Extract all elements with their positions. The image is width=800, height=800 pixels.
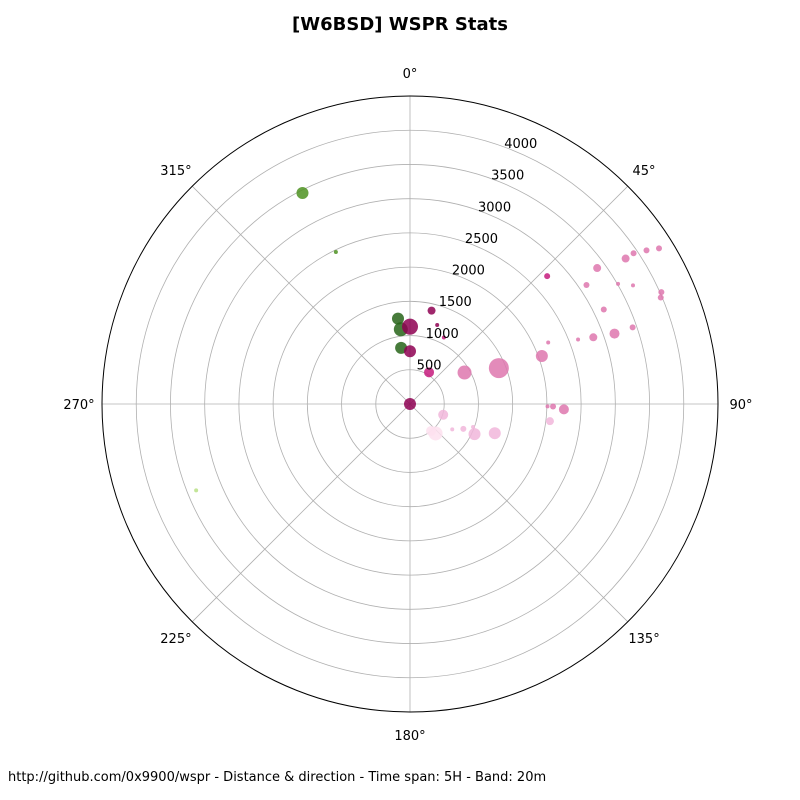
chart-title: [W6BSD] WSPR Stats: [292, 14, 508, 35]
data-point: [488, 427, 501, 440]
data-point: [460, 425, 467, 432]
radial-tick-label: 3500: [491, 169, 524, 184]
data-point: [426, 425, 437, 436]
radial-tick-label: 1000: [426, 327, 459, 342]
data-point: [435, 323, 440, 328]
data-point: [656, 245, 663, 252]
radial-gridline: [272, 266, 548, 542]
data-point: [296, 186, 309, 199]
data-point: [583, 281, 590, 288]
radial-tick-label: 4000: [504, 137, 537, 152]
data-point: [609, 328, 620, 339]
radial-tick-label: 2000: [452, 264, 485, 279]
radial-gridline: [341, 335, 479, 473]
radial-gridline: [170, 164, 650, 644]
radial-gridline: [375, 369, 445, 439]
data-point: [630, 250, 637, 257]
data-point: [629, 324, 636, 331]
data-point: [630, 283, 635, 288]
angle-gridline: [409, 403, 629, 623]
data-point: [441, 335, 446, 340]
data-point: [643, 247, 650, 254]
data-point: [576, 337, 581, 342]
data-point: [438, 409, 449, 420]
data-point: [194, 488, 199, 493]
radial-tick-label: 1500: [439, 295, 472, 310]
data-point: [545, 404, 550, 409]
data-point: [468, 428, 481, 441]
angle-gridline: [191, 185, 411, 405]
data-point: [545, 417, 554, 426]
radial-gridline: [204, 198, 616, 610]
data-point: [457, 365, 472, 380]
data-point: [558, 404, 569, 415]
angle-tick-label: 225°: [160, 632, 191, 647]
data-point: [450, 427, 455, 432]
angle-tick-label: 270°: [63, 398, 94, 413]
data-points: [194, 186, 665, 493]
radial-tick-label: 3000: [478, 200, 511, 215]
angle-gridline: [191, 403, 411, 623]
data-point: [589, 333, 598, 342]
data-point: [427, 306, 436, 315]
data-point: [391, 312, 404, 325]
data-point: [488, 358, 509, 379]
data-point: [333, 250, 338, 255]
polar-frame: [101, 95, 719, 713]
data-point: [550, 403, 557, 410]
data-point: [404, 398, 416, 410]
radial-gridline: [238, 232, 582, 576]
data-point: [621, 254, 630, 263]
data-point: [471, 424, 476, 429]
angle-tick-label: 135°: [628, 632, 659, 647]
angle-gridline: [409, 185, 629, 405]
data-point: [535, 350, 548, 363]
footer-caption: http://github.com/0x9900/wspr - Distance…: [8, 770, 547, 785]
radial-gridline: [306, 300, 514, 508]
angle-labels: 0° 45° 90° 135° 180° 225° 270° 315°: [63, 67, 752, 744]
data-point: [657, 294, 664, 301]
angle-tick-label: 315°: [160, 164, 191, 179]
data-point: [424, 367, 435, 378]
angle-tick-label: 45°: [633, 164, 656, 179]
radial-gridline: [135, 129, 685, 679]
data-point: [544, 273, 551, 280]
data-point: [546, 340, 551, 345]
data-point: [600, 306, 607, 313]
data-point: [593, 264, 602, 273]
angle-tick-label: 0°: [403, 67, 418, 82]
data-point: [402, 318, 418, 335]
data-point: [616, 281, 621, 286]
radial-tick-label: 500: [417, 358, 442, 373]
radial-labels: 500 1000 1500 2000 2500 3000 3500 4000: [417, 137, 538, 373]
data-point: [658, 289, 665, 296]
angle-tick-label: 180°: [394, 729, 425, 744]
data-point: [404, 345, 416, 358]
angle-tick-label: 90°: [729, 398, 752, 413]
polar-grid: [101, 95, 719, 713]
radial-tick-label: 2500: [465, 232, 498, 247]
